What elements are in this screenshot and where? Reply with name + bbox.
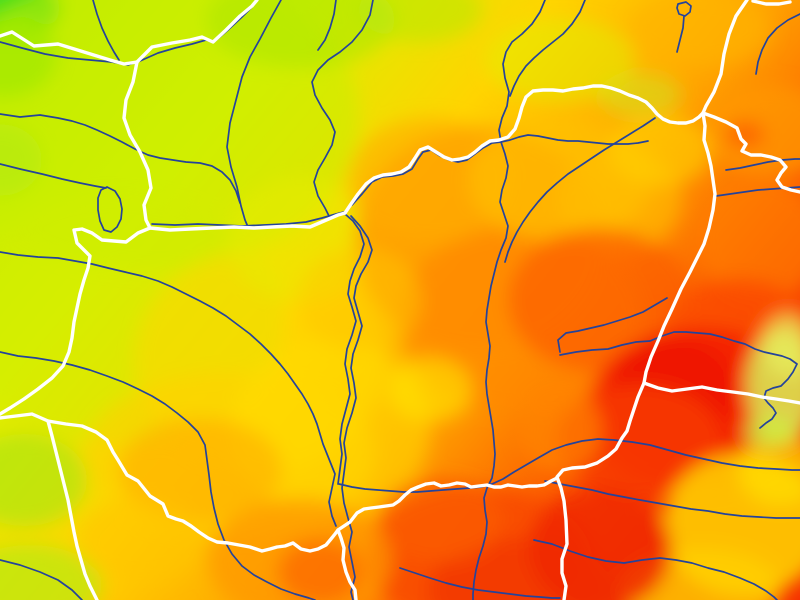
temperature-blob (762, 313, 800, 377)
temperature-blob (744, 416, 796, 448)
temperature-blob (0, 545, 102, 600)
temperature-blob (388, 358, 472, 422)
river-path (472, 0, 546, 600)
country-border-path (0, 412, 559, 553)
country-border-path (0, 226, 152, 416)
temperature-blob (378, 478, 502, 562)
river-path (533, 539, 778, 600)
country-border-path (343, 84, 705, 215)
river-path (341, 215, 373, 600)
country-border-path (46, 419, 99, 600)
country-border-path (701, 111, 800, 194)
river-path (559, 331, 798, 429)
temperature-blob (508, 228, 692, 372)
river-path (755, 13, 800, 75)
temperature-blob (358, 0, 482, 42)
temperature-blob (485, 18, 635, 102)
temperature-blob (598, 73, 682, 117)
temperature-blob (738, 434, 800, 506)
river-path (544, 480, 800, 519)
river-path (226, 0, 282, 228)
river-path (317, 0, 337, 51)
river-path (0, 251, 337, 527)
river-path (151, 211, 345, 227)
temperature-blob (518, 388, 602, 472)
temperature-blob (698, 178, 800, 302)
country-border-path (751, 0, 792, 6)
river-path (0, 559, 83, 600)
river-path (725, 158, 800, 171)
temperature-blob (348, 118, 512, 242)
temperature-blob (118, 418, 282, 522)
country-border-path (0, 0, 259, 66)
river-path (351, 134, 649, 206)
country-border-path (642, 381, 800, 405)
river-path (92, 0, 120, 61)
country-border-path (148, 211, 347, 232)
river-path (676, 15, 685, 53)
temperature-blob (558, 384, 722, 496)
river-path (337, 213, 365, 485)
river-path (399, 567, 561, 599)
river-path (504, 117, 656, 263)
river-path (0, 351, 316, 600)
river-path (676, 1, 692, 17)
river-path (557, 297, 668, 353)
temperature-blob (278, 540, 362, 600)
temperature-blob (0, 434, 87, 526)
country-border-path (336, 528, 358, 600)
temperature-blob (78, 498, 202, 582)
country-border-path (122, 60, 153, 230)
river-path (311, 0, 374, 219)
temperature-blob (298, 248, 422, 352)
river-path (0, 163, 107, 189)
river-path (97, 186, 123, 233)
temperature-blob (608, 114, 712, 186)
river-path (509, 0, 586, 97)
country-border-path (555, 0, 749, 600)
